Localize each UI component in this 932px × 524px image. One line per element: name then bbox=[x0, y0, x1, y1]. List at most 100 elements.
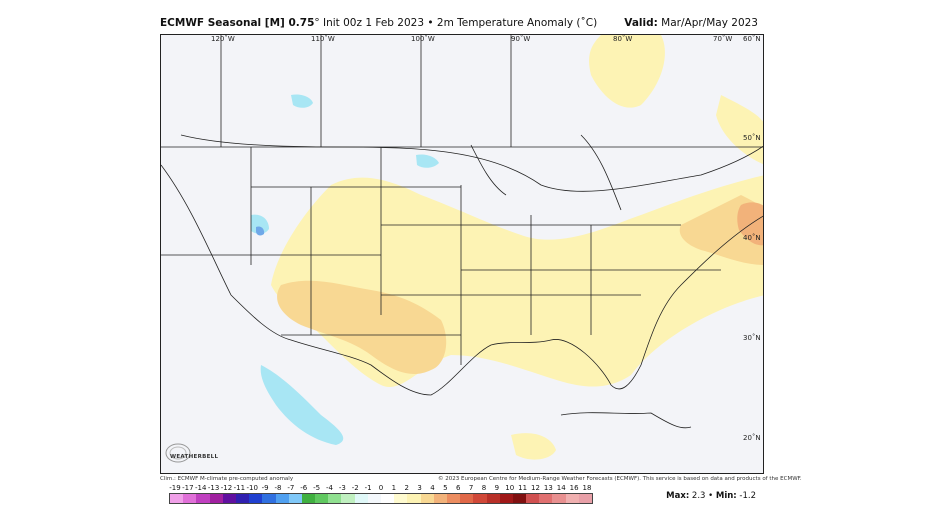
warm-strong-anomaly bbox=[737, 202, 763, 246]
colorbar-tick-label: 16 bbox=[569, 484, 579, 492]
colorbar-tick-label: -6 bbox=[300, 484, 308, 492]
colorbar-tick-label: 12 bbox=[531, 484, 540, 492]
valid-label: Valid: bbox=[624, 17, 658, 29]
colorbar-swatch bbox=[249, 494, 263, 503]
colorbar-swatch bbox=[526, 494, 540, 503]
lat-label: 20˚N bbox=[743, 434, 761, 442]
colorbar-swatch bbox=[196, 494, 210, 503]
colorbar-tick-label: 18 bbox=[582, 484, 592, 492]
lon-label: 90˚W bbox=[511, 35, 531, 43]
clim-note: Clim.: ECMWF M-climate pre-computed anom… bbox=[160, 476, 294, 482]
colorbar-tick-label: -10 bbox=[246, 484, 258, 492]
init-time: Init 00z 1 Feb 2023 bbox=[323, 17, 425, 29]
colorbar-swatch bbox=[446, 494, 461, 503]
colorbar-swatch bbox=[394, 494, 408, 503]
colorbar-tick-label: 13 bbox=[543, 484, 553, 492]
colorbar-tick-label: 9 bbox=[494, 484, 500, 492]
colorbar-tick-label: -4 bbox=[326, 484, 333, 492]
colorbar-tick-label: -2 bbox=[351, 484, 359, 492]
colorbar-swatch bbox=[341, 494, 355, 503]
lat-label: 40˚N bbox=[743, 234, 761, 242]
colorbar-swatch bbox=[222, 494, 236, 503]
colorbar-ticks: -19 -17 -14 -13 -12 -11 -10 -9 -8 -7 -6 -5 -4 -3 -2 -1 0… bbox=[169, 484, 593, 493]
min-value: -1.2 bbox=[739, 491, 756, 501]
max-label: Max: bbox=[666, 491, 690, 501]
colorbar-tick-label: -9 bbox=[261, 484, 269, 492]
colorbar-swatch bbox=[486, 494, 500, 503]
colorbar-tick-label: -12 bbox=[220, 484, 233, 492]
colorbar-swatch bbox=[381, 494, 395, 503]
colorbar-swatch bbox=[275, 494, 289, 503]
colorbar-tick-label: -14 bbox=[195, 484, 207, 492]
colorbar-tick-label: 10 bbox=[505, 484, 515, 492]
colorbar-swatch bbox=[433, 494, 447, 503]
colorbar-tick-label: 0 bbox=[378, 484, 384, 492]
model-name: ECMWF Seasonal [M] 0.75 bbox=[160, 17, 315, 29]
max-value: 2.3 bbox=[691, 491, 706, 501]
lat-label: 30˚N bbox=[743, 334, 761, 342]
colorbar-tick-label: -11 bbox=[233, 484, 246, 492]
colorbar-swatch bbox=[170, 494, 184, 503]
colorbar-tick-label: 6 bbox=[456, 484, 461, 492]
logo-swirl-icon bbox=[165, 443, 191, 463]
colorbar-tick-label: 14 bbox=[556, 484, 566, 492]
colorbar-tick-label: -7 bbox=[287, 484, 295, 492]
colorbar-swatch bbox=[460, 494, 474, 503]
colorbar-tick-label: 3 bbox=[417, 484, 422, 492]
valid-period: Valid: Mar/Apr/May 2023 bbox=[624, 17, 758, 29]
colorbar-tick-label: -5 bbox=[313, 484, 321, 492]
colorbar-swatch bbox=[473, 494, 487, 503]
colorbar-swatches bbox=[169, 493, 593, 504]
anomaly-map[interactable]: 120˚W 110˚W 100˚W 90˚W 80˚W 70˚W 60˚N 50… bbox=[160, 34, 764, 474]
colorbar-swatch bbox=[183, 494, 197, 503]
cool-medium-anomaly bbox=[256, 226, 265, 236]
colorbar-tick-label: -8 bbox=[274, 484, 282, 492]
max-min-stats: Max: 2.3 • Min: -1.2 bbox=[666, 491, 756, 501]
colorbar-swatch bbox=[420, 494, 434, 503]
colorbar-swatch bbox=[301, 494, 316, 503]
colorbar-swatch bbox=[288, 494, 302, 503]
colorbar-swatch bbox=[262, 494, 276, 503]
map-header: ECMWF Seasonal [M] 0.75° Init 00z 1 Feb … bbox=[160, 12, 758, 34]
colorbar-tick-label: 2 bbox=[404, 484, 409, 492]
map-title: ECMWF Seasonal [M] 0.75° Init 00z 1 Feb … bbox=[160, 17, 597, 29]
weatherbell-logo: WEATHERBELL bbox=[164, 441, 219, 467]
colorbar-tick-label: -1 bbox=[364, 484, 372, 492]
copyright-note: © 2023 European Centre for Medium-Range … bbox=[438, 476, 802, 482]
lat-label: 60˚N bbox=[743, 35, 761, 43]
colorbar-swatch bbox=[209, 494, 223, 503]
colorbar-swatch bbox=[552, 494, 566, 503]
degree-symbol: ° bbox=[314, 17, 320, 29]
colorbar-swatch bbox=[565, 494, 579, 503]
cool-light-anomaly bbox=[251, 94, 439, 445]
lon-label: 120˚W bbox=[211, 35, 235, 43]
min-label: Min: bbox=[715, 491, 737, 501]
logo-text: WEATHERBELL bbox=[170, 454, 219, 460]
lon-label: 70˚W bbox=[713, 35, 733, 43]
lon-label: 80˚W bbox=[613, 35, 633, 43]
colorbar-tick-label: -19 bbox=[169, 484, 181, 492]
stats-separator: • bbox=[708, 491, 714, 501]
colorbar-tick-label: 8 bbox=[481, 484, 487, 492]
colorbar-swatch bbox=[407, 494, 421, 503]
colorbar-swatch bbox=[367, 494, 381, 503]
colorbar-swatch bbox=[235, 494, 250, 503]
political-borders bbox=[161, 35, 763, 429]
lon-label: 100˚W bbox=[411, 35, 435, 43]
colorbar-swatch bbox=[512, 494, 527, 503]
variable-name: 2m Temperature Anomaly (˚C) bbox=[436, 17, 598, 29]
lon-label: 110˚W bbox=[311, 35, 335, 43]
colorbar-tick-label: 11 bbox=[518, 484, 528, 492]
colorbar-tick-label: 4 bbox=[430, 484, 435, 492]
colorbar-swatch bbox=[328, 494, 342, 503]
colorbar-tick-label: -3 bbox=[338, 484, 346, 492]
valid-value: Mar/Apr/May 2023 bbox=[661, 17, 758, 29]
lat-label: 50˚N bbox=[743, 134, 761, 142]
colorbar-tick-label: -13 bbox=[207, 484, 220, 492]
colorbar-tick-label: 5 bbox=[443, 484, 448, 492]
title-bullet: • bbox=[427, 17, 434, 29]
colorbar: -19 -17 -14 -13 -12 -11 -10 -9 -8 -7 -6 -5 -4 -3 -2 -1 0… bbox=[169, 484, 593, 504]
map-canvas bbox=[161, 35, 763, 473]
colorbar-swatch bbox=[499, 494, 513, 503]
colorbar-tick-label: -17 bbox=[182, 484, 194, 492]
